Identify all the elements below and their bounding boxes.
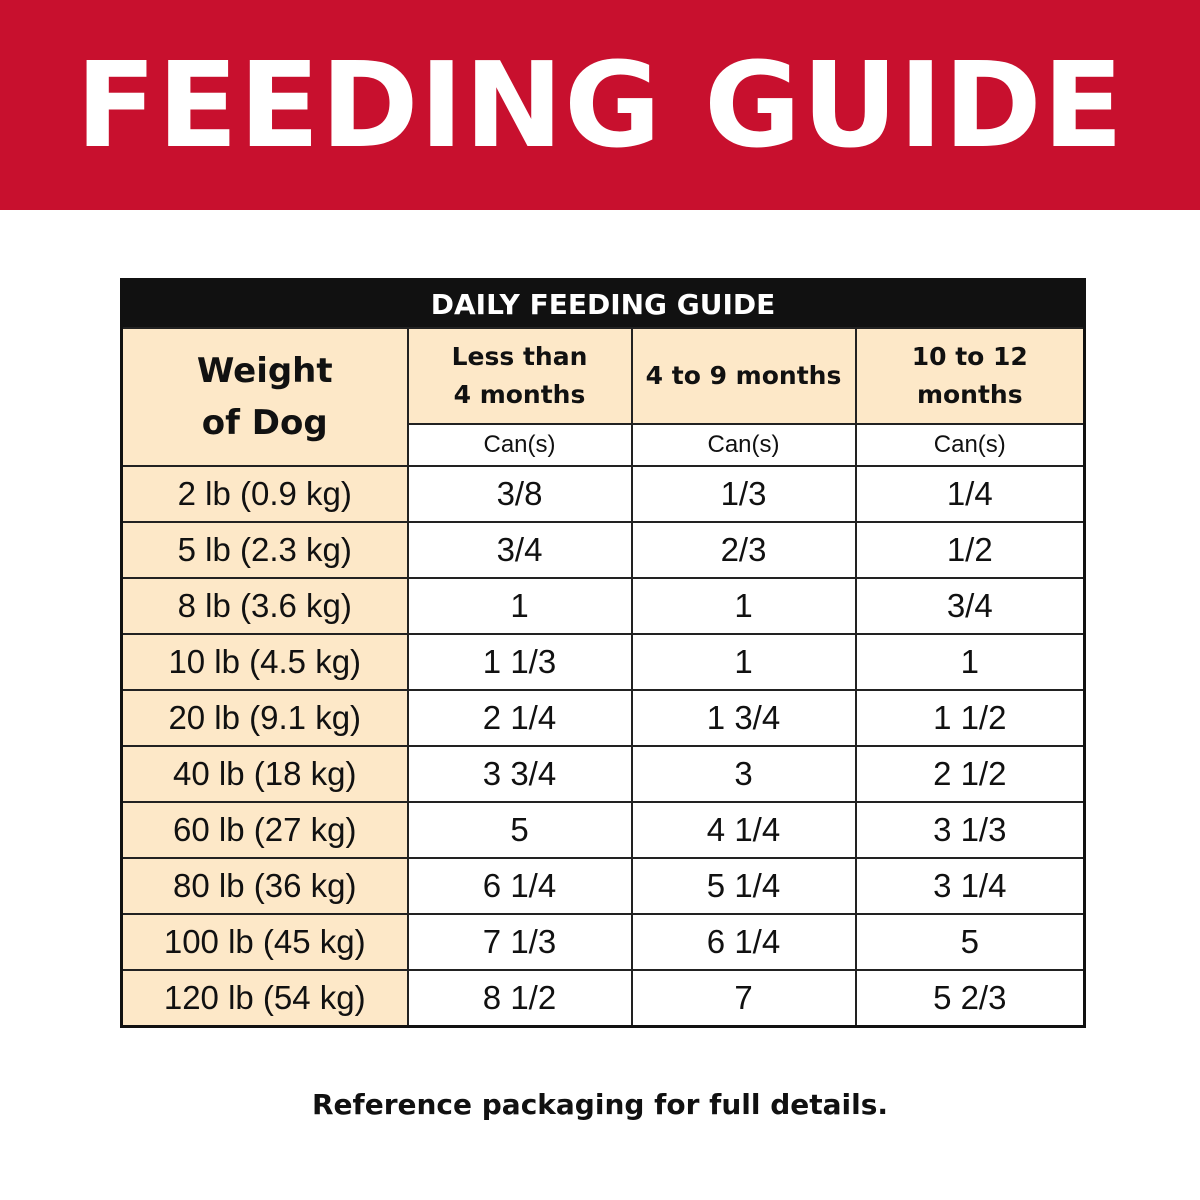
amount-cell: 6 1/4 (630, 913, 857, 971)
amount-cell: 1 (630, 577, 857, 635)
table-title: DAILY FEEDING GUIDE (120, 278, 1086, 329)
amount-cell: 7 1/3 (406, 913, 633, 971)
amount-cell: 3/8 (406, 465, 633, 523)
unit-label: Can(s) (630, 423, 857, 467)
weight-cell: 120 lb (54 kg) (120, 969, 409, 1028)
amount-cell: 2 1/2 (854, 745, 1086, 803)
amount-cell: 5 (406, 801, 633, 859)
table-row: 40 lb (18 kg) 3 3/4 3 2 1/2 (120, 745, 1086, 803)
table-row: 5 lb (2.3 kg) 3/4 2/3 1/2 (120, 521, 1086, 579)
amount-cell: 3 3/4 (406, 745, 633, 803)
footer-note: Reference packaging for full details. (311, 1088, 889, 1121)
column-header: 10 to 12 months (854, 327, 1086, 425)
column-header-text: 10 to 12 months (911, 342, 1028, 409)
table-row: 2 lb (0.9 kg) 3/8 1/3 1/4 (120, 465, 1086, 523)
amount-cell: 2/3 (630, 521, 857, 579)
amount-cell: 1/2 (854, 521, 1086, 579)
table-row: 20 lb (9.1 kg) 2 1/4 1 3/4 1 1/2 (120, 689, 1086, 747)
amount-cell: 1 (854, 633, 1086, 691)
column-header: Less than 4 months (406, 327, 633, 425)
amount-cell: 5 (854, 913, 1086, 971)
weight-cell: 20 lb (9.1 kg) (120, 689, 409, 747)
amount-cell: 1 (406, 577, 633, 635)
amount-cell: 1 1/2 (854, 689, 1086, 747)
column-header-text: 4 to 9 months (645, 361, 842, 390)
amount-cell: 3/4 (854, 577, 1086, 635)
amount-cell: 8 1/2 (406, 969, 633, 1028)
unit-label: Can(s) (406, 423, 633, 467)
feeding-table: DAILY FEEDING GUIDE Weight of Dog Less t… (120, 278, 1087, 1028)
amount-cell: 1 3/4 (630, 689, 857, 747)
amount-cell: 1/3 (630, 465, 857, 523)
weight-cell: 5 lb (2.3 kg) (120, 521, 409, 579)
amount-cell: 3/4 (406, 521, 633, 579)
amount-cell: 3 (630, 745, 857, 803)
amount-cell: 3 1/3 (854, 801, 1086, 859)
column-header: 4 to 9 months (630, 327, 857, 425)
weight-cell: 60 lb (27 kg) (120, 801, 409, 859)
banner: FEEDING GUIDE (0, 0, 1200, 210)
weight-cell: 100 lb (45 kg) (120, 913, 409, 971)
weight-cell: 8 lb (3.6 kg) (120, 577, 409, 635)
amount-cell: 5 2/3 (854, 969, 1086, 1028)
table-row: 80 lb (36 kg) 6 1/4 5 1/4 3 1/4 (120, 857, 1086, 915)
amount-cell: 5 1/4 (630, 857, 857, 915)
column-header: Weight of Dog (120, 327, 409, 467)
table-row: 10 lb (4.5 kg) 1 1/3 1 1 (120, 633, 1086, 691)
weight-cell: 2 lb (0.9 kg) (120, 465, 409, 523)
amount-cell: 2 1/4 (406, 689, 633, 747)
unit-label: Can(s) (854, 423, 1086, 467)
amount-cell: 4 1/4 (630, 801, 857, 859)
weight-cell: 80 lb (36 kg) (120, 857, 409, 915)
column-header-text: Less than 4 months (451, 342, 588, 409)
column-header-text: Weight of Dog (196, 351, 333, 443)
weight-cell: 10 lb (4.5 kg) (120, 633, 409, 691)
table-row: 8 lb (3.6 kg) 1 1 3/4 (120, 577, 1086, 635)
amount-cell: 1 1/3 (406, 633, 633, 691)
amount-cell: 3 1/4 (854, 857, 1086, 915)
table-row: 100 lb (45 kg) 7 1/3 6 1/4 5 (120, 913, 1086, 971)
amount-cell: 7 (630, 969, 857, 1028)
table-row: 60 lb (27 kg) 5 4 1/4 3 1/3 (120, 801, 1086, 859)
table-row: 120 lb (54 kg) 8 1/2 7 5 2/3 (120, 969, 1086, 1028)
amount-cell: 6 1/4 (406, 857, 633, 915)
amount-cell: 1/4 (854, 465, 1086, 523)
weight-cell: 40 lb (18 kg) (120, 745, 409, 803)
page-title: FEEDING GUIDE (75, 36, 1125, 174)
amount-cell: 1 (630, 633, 857, 691)
